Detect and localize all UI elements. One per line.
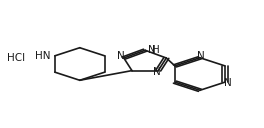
Text: N: N bbox=[224, 78, 232, 88]
Text: N: N bbox=[197, 51, 205, 61]
Text: HCl: HCl bbox=[7, 53, 25, 63]
Text: H: H bbox=[152, 45, 159, 55]
Text: N: N bbox=[153, 67, 161, 77]
Text: N: N bbox=[148, 45, 155, 55]
Text: HN: HN bbox=[35, 51, 51, 61]
Text: N: N bbox=[117, 51, 125, 61]
